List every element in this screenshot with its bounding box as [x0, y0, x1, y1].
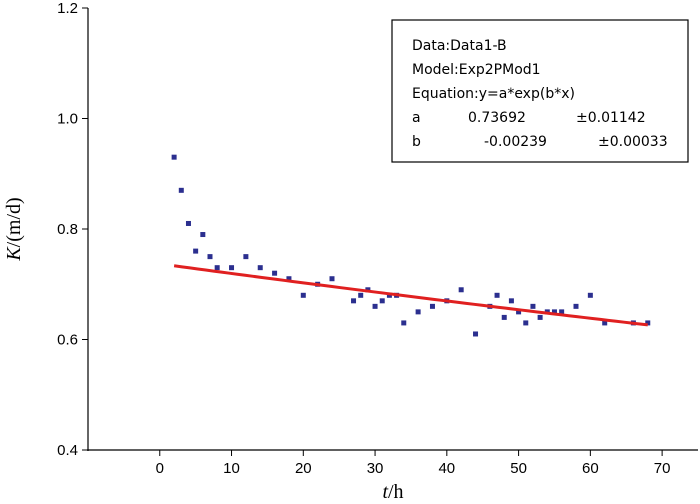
x-tick-label: 10 — [223, 460, 240, 477]
data-point — [458, 287, 464, 293]
legend-box: Data:Data1-B Model:Exp2PMod1 Equation:y=… — [391, 19, 689, 163]
x-tick-label: 50 — [510, 460, 527, 477]
data-point — [530, 303, 536, 309]
legend-equation-line: Equation:y=a*exp(b*x) — [412, 86, 575, 102]
data-point — [372, 303, 378, 309]
data-point — [171, 154, 177, 160]
data-point — [200, 232, 206, 238]
data-point — [573, 303, 579, 309]
data-point — [193, 248, 199, 254]
legend-frame — [391, 19, 689, 163]
data-point — [494, 292, 500, 298]
y-tick-label: 0.8 — [57, 221, 78, 238]
legend-param-b-name: b — [412, 134, 421, 150]
data-point — [501, 314, 507, 320]
data-point — [286, 276, 292, 282]
y-axis-title: K/(m/d) — [3, 197, 25, 261]
legend-param-a-name: a — [412, 110, 421, 126]
data-point — [508, 298, 514, 304]
x-tick-label: 20 — [295, 460, 312, 477]
data-point — [587, 292, 593, 298]
data-point — [185, 220, 191, 226]
x-tick-label: 0 — [156, 460, 164, 477]
scatter-points — [171, 154, 651, 337]
data-point — [537, 314, 543, 320]
data-point — [329, 276, 335, 282]
data-point — [178, 187, 184, 193]
y-ticks: 0.4 0.6 0.8 1.0 1.2 — [57, 0, 88, 459]
y-tick-label: 1.2 — [57, 0, 78, 17]
data-point — [351, 298, 357, 304]
x-axis-var: t — [382, 481, 388, 503]
data-point — [516, 309, 522, 315]
x-tick-label: 40 — [438, 460, 455, 477]
data-point — [645, 320, 651, 326]
data-point — [358, 292, 364, 298]
y-axis-unit: /(m/d) — [3, 197, 25, 247]
y-tick-label: 0.6 — [57, 332, 78, 349]
data-point — [559, 309, 565, 315]
y-tick-label: 0.4 — [57, 442, 78, 459]
data-point — [473, 331, 479, 337]
data-point — [429, 303, 435, 309]
legend-param-b-value: -0.00239 — [484, 134, 547, 150]
data-point — [551, 309, 557, 315]
data-point — [415, 309, 421, 315]
data-point — [272, 270, 278, 276]
x-ticks: 0 10 20 30 40 50 60 70 — [156, 450, 671, 477]
legend-param-a-value: 0.73692 — [468, 110, 526, 126]
data-point — [207, 254, 213, 260]
data-point — [379, 298, 385, 304]
x-axis-unit: /h — [388, 481, 404, 503]
data-point — [300, 292, 306, 298]
x-axis-title: t/h — [382, 481, 403, 503]
data-point — [401, 320, 407, 326]
data-point — [243, 254, 249, 260]
legend-param-a-error: ±0.01142 — [576, 110, 646, 126]
legend-param-b-error: ±0.00033 — [598, 134, 668, 150]
x-tick-label: 70 — [654, 460, 671, 477]
data-point — [602, 320, 608, 326]
data-point — [523, 320, 529, 326]
data-point — [214, 265, 220, 271]
data-point — [229, 265, 235, 271]
y-tick-label: 1.0 — [57, 111, 78, 128]
x-tick-label: 60 — [582, 460, 599, 477]
legend-data-line: Data:Data1-B — [412, 38, 507, 54]
y-axis-var: K — [3, 246, 25, 262]
legend-model-line: Model:Exp2PMod1 — [412, 62, 541, 78]
data-point — [257, 265, 263, 271]
fit-curve — [173, 264, 648, 327]
x-tick-label: 30 — [367, 460, 384, 477]
